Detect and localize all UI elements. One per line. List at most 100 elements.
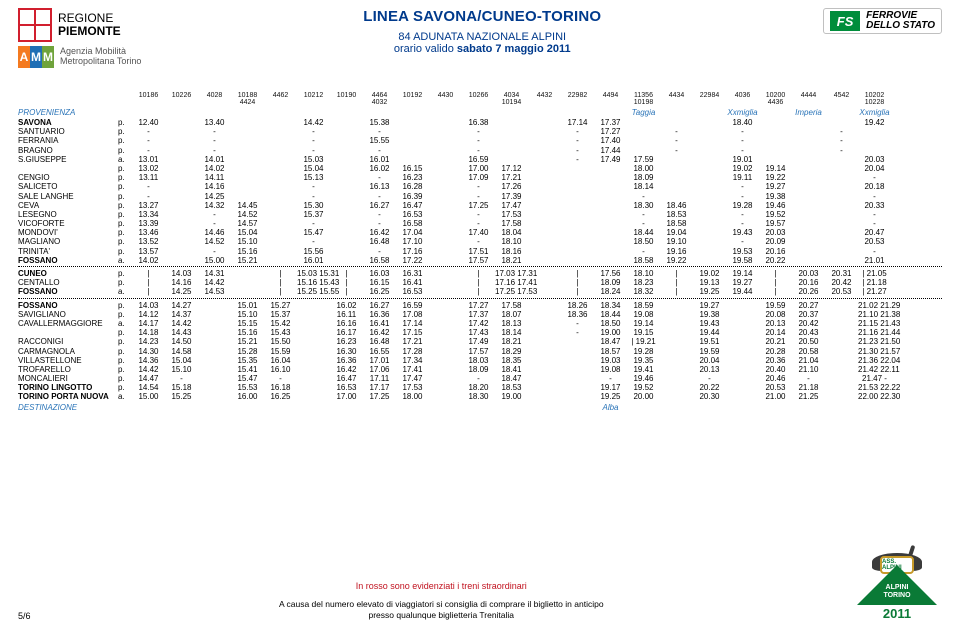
destinazione-label: DESTINAZIONE (18, 403, 118, 412)
time-cell: 19.02 (693, 269, 726, 278)
timetable-row: CENGIOp.13.1114.1115.13-16.2317.0917.21 … (18, 173, 942, 182)
time-cell: 17.59 (627, 155, 660, 164)
time-cell: 16.36 (363, 310, 396, 319)
time-cell: 20.03 (759, 228, 792, 237)
time-cell: 17.26 (495, 182, 528, 191)
time-cell (825, 237, 858, 246)
time-cell: 14.23 (132, 337, 165, 346)
time-cell: 20.43 (792, 328, 825, 337)
time-cell: 18.13 (495, 319, 528, 328)
time-cell (231, 136, 264, 145)
time-cell: 14.58 (165, 347, 198, 356)
time-cell: 16.02 (330, 301, 363, 310)
time-cell (528, 247, 561, 256)
time-cell (660, 164, 693, 173)
time-cell: 16.00 (231, 392, 264, 401)
time-cell (561, 201, 594, 210)
time-cell (660, 310, 693, 319)
title-sub1: 84 ADUNATA NAZIONALE ALPINI (151, 31, 813, 43)
time-cell: 14.57 (231, 219, 264, 228)
arr-dep: p. (118, 365, 132, 374)
time-cell: 18.29 (495, 347, 528, 356)
prov-cell (297, 108, 330, 117)
time-cell: | (132, 287, 165, 296)
prov-cell (231, 108, 264, 117)
time-cell: 15.16 (231, 247, 264, 256)
time-cell (165, 247, 198, 256)
time-cell (264, 192, 297, 201)
station-name: FERRANIA (18, 136, 118, 145)
time-cell (528, 337, 561, 346)
time-cell (429, 337, 462, 346)
time-cell: 17.53 (396, 383, 429, 392)
time-cell (858, 146, 891, 155)
time-cell (429, 347, 462, 356)
time-cell (231, 269, 264, 278)
time-cell: - (594, 374, 627, 383)
time-cell: 17.27 (462, 301, 495, 310)
time-cell: 15.56 (297, 247, 330, 256)
train-id-cell: 4430 (429, 92, 462, 106)
station-name: S.GIUSEPPE (18, 155, 118, 164)
arr-dep: p. (118, 337, 132, 346)
time-cell: 18.44 (594, 310, 627, 319)
time-cell: - (132, 127, 165, 136)
time-cell: 18.21 (495, 337, 528, 346)
time-cell: 14.11 (198, 173, 231, 182)
time-cell: 19.57 (759, 219, 792, 228)
time-cell (429, 374, 462, 383)
time-cell: 18.34 (594, 301, 627, 310)
time-cell (264, 256, 297, 265)
time-cell: 16.03 (363, 269, 396, 278)
time-cell: 14.50 (165, 337, 198, 346)
time-cell (825, 356, 858, 365)
time-cell (198, 365, 231, 374)
time-cell: 22.00 22.30 (858, 392, 891, 401)
prov-cell (264, 108, 297, 117)
time-cell: 16.25 (363, 287, 396, 296)
time-cell: 16.47 (396, 201, 429, 210)
time-cell: 14.25 (198, 192, 231, 201)
time-cell: - (627, 210, 660, 219)
dest-cell (627, 403, 660, 412)
regione-text: REGIONE PIEMONTE (58, 12, 121, 38)
time-cell (231, 182, 264, 191)
time-cell: 20.16 (792, 278, 825, 287)
time-cell (528, 210, 561, 219)
time-cell (165, 118, 198, 127)
time-cell: 21.53 22.22 (858, 383, 891, 392)
arr-dep: p. (118, 301, 132, 310)
prov-cell (132, 108, 165, 117)
time-cell (231, 173, 264, 182)
time-cell (297, 310, 330, 319)
time-cell: 19.25 (693, 287, 726, 296)
time-cell: 18.09 (462, 365, 495, 374)
time-cell: 18.50 (594, 319, 627, 328)
time-cell: 15.10 (165, 365, 198, 374)
amt-seg-m: M (30, 46, 42, 68)
time-cell: 13.27 (132, 201, 165, 210)
time-cell: 19.51 (693, 337, 726, 346)
train-id-cell: 4034 10194 (495, 92, 528, 106)
time-cell: 14.25 (165, 287, 198, 296)
time-cell: 14.16 (165, 278, 198, 287)
time-cell (594, 219, 627, 228)
time-cell: 19.14 (759, 164, 792, 173)
time-cell (264, 155, 297, 164)
time-cell (231, 287, 264, 296)
time-cell: 15.42 (264, 319, 297, 328)
time-cell (429, 219, 462, 228)
time-cell (528, 164, 561, 173)
time-cell (528, 192, 561, 201)
time-cell: 15.21 (231, 256, 264, 265)
time-cell (330, 237, 363, 246)
time-cell (693, 237, 726, 246)
time-cell: 20.50 (792, 337, 825, 346)
timetable-row: CARMAGNOLAp.14.3014.5815.28 15.5916.3016… (18, 347, 942, 356)
time-cell (165, 136, 198, 145)
time-cell (726, 392, 759, 401)
time-cell: 19.59 (759, 301, 792, 310)
time-cell: 20.03 (858, 155, 891, 164)
time-cell (198, 328, 231, 337)
time-cell: | (462, 278, 495, 287)
